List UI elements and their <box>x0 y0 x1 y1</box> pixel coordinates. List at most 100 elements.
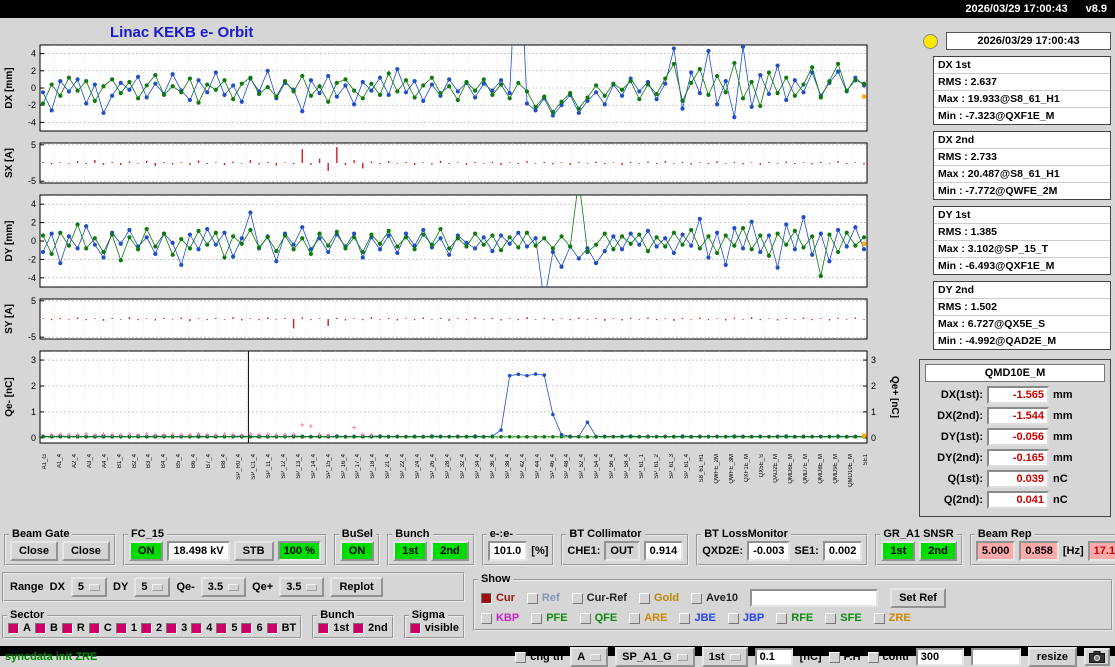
show-cur-checkbox[interactable]: Cur <box>480 592 515 604</box>
fc15-on-button[interactable]: ON <box>128 541 164 561</box>
checkbox-icon <box>515 651 527 663</box>
screenshot-button[interactable] <box>1084 648 1110 666</box>
checkbox-icon <box>825 612 837 624</box>
beam-rep-v2-field: 0.858 <box>1019 541 1059 561</box>
show-pfe-checkbox[interactable]: PFE <box>531 612 568 624</box>
chart-sx: 5 -5 SX [A] <box>4 141 868 185</box>
sector-select[interactable]: A <box>570 647 609 667</box>
x-axis-label: QWFE_2M <box>713 454 720 484</box>
show-ave10-checkbox[interactable]: Ave10 <box>691 592 738 604</box>
ee-ratio-unit: [%] <box>531 545 549 557</box>
bunch-select-group: Bunch 1st 2nd <box>312 609 394 639</box>
stat-title: DY 2nd <box>934 282 1110 299</box>
checkbox-icon <box>480 592 492 604</box>
range-qem-label: Qe- <box>176 581 195 593</box>
show-jbp-checkbox[interactable]: JBP <box>727 612 764 624</box>
qmd-unit: mm <box>1053 410 1073 422</box>
resize-button[interactable]: resize <box>1027 647 1077 667</box>
x-axis-label: SP_18_4 <box>370 454 377 479</box>
option-indicator-icon <box>152 583 164 591</box>
show-are-checkbox[interactable]: ARE <box>629 612 667 624</box>
stat-max: Max : 6.727@QX5E_S <box>934 316 1110 333</box>
sector-checkbox-a[interactable]: A <box>8 622 31 634</box>
x-axis-label: B7_4 <box>206 454 213 469</box>
range-dx-select[interactable]: 5 <box>70 577 108 597</box>
stat-rms: RMS : 1.385 <box>934 224 1110 241</box>
show-qfe-checkbox[interactable]: QFE <box>579 612 617 624</box>
x-axis-label: SP_17_4 <box>355 454 362 479</box>
qmd-value: 0.039 <box>987 470 1049 488</box>
show-rfe-checkbox[interactable]: RFE <box>776 612 813 624</box>
sector-checkbox-3[interactable]: 3 <box>166 622 187 634</box>
sector-checkbox-1[interactable]: 1 <box>115 622 137 634</box>
beam-gate-close-1-button[interactable]: Close <box>10 541 58 561</box>
checkbox-icon <box>166 622 178 634</box>
qmd-value: -1.565 <box>987 386 1049 404</box>
sector-checkbox-b[interactable]: B <box>34 622 58 634</box>
stat-min: Min : -7.772@QWFE_2M <box>938 185 1058 197</box>
x-axis-label: SP_24_4 <box>415 454 422 479</box>
stat-rms: RMS : 1.502 <box>934 299 1110 316</box>
bunch-2nd-button[interactable]: 2nd <box>431 541 469 561</box>
replot-button[interactable]: Replot <box>330 577 383 597</box>
monitor-select[interactable]: SP_A1_G <box>615 647 695 667</box>
beam-gate-close-2-button[interactable]: Close <box>61 541 110 561</box>
x-axis-label: A1_4 <box>56 454 63 469</box>
gr-a1-1st-button[interactable]: 1st <box>881 541 916 561</box>
beam-rep-v1-field: 5.000 <box>975 541 1016 561</box>
show-jbe-checkbox[interactable]: JBE <box>679 612 716 624</box>
fc15-stb-button[interactable]: STB <box>233 541 274 561</box>
show-ref-checkbox[interactable]: Ref <box>526 592 560 604</box>
x-axis-label: QX5E_S <box>758 454 765 478</box>
show-cur-ref-checkbox[interactable]: Cur-Ref <box>571 592 627 604</box>
bunch-1st-checkbox[interactable]: 1st <box>318 622 349 634</box>
range-qem-select[interactable]: 3.5 <box>200 577 247 597</box>
bt-lossmonitor-group: BT LossMonitor QXD2E: -0.003 SE1: 0.002 <box>696 528 869 566</box>
sector-checkbox-2[interactable]: 2 <box>140 622 162 634</box>
range-dy-select[interactable]: 5 <box>134 577 171 597</box>
stat-box-dy-1st: DY 1st RMS : 1.385 Max : 3.102@SP_15_T M… <box>933 206 1111 275</box>
x-axis-label: SP_R0_4 <box>236 454 243 480</box>
busel-on-button[interactable]: ON <box>339 541 375 561</box>
x-axis-label: SP_54_4 <box>594 454 601 479</box>
gr-a1-2nd-button[interactable]: 2nd <box>919 541 957 561</box>
sector-checkbox-r[interactable]: R <box>61 622 85 634</box>
bunch-select[interactable]: 1st <box>701 647 748 667</box>
interval-input[interactable] <box>915 648 964 666</box>
ph-checkbox[interactable]: P.H <box>828 651 861 663</box>
sigma-visible-checkbox[interactable]: visible <box>409 622 459 634</box>
checkbox-icon <box>216 622 228 634</box>
range-dy-label: DY <box>113 581 129 593</box>
x-axis-label: SP_13_4 <box>295 454 302 479</box>
checkbox-icon <box>191 622 203 634</box>
ref-file-input[interactable] <box>750 589 879 607</box>
conti-checkbox[interactable]: conti <box>867 651 909 663</box>
qmd-unit: mm <box>1053 389 1073 401</box>
bunch-2nd-checkbox[interactable]: 2nd <box>353 622 388 634</box>
range-qep-select[interactable]: 3.5 <box>279 577 325 597</box>
bunch-1st-button[interactable]: 1st <box>393 541 428 561</box>
chg-th-checkbox[interactable]: chg th <box>515 651 563 663</box>
x-axis-label: SP_22_4 <box>400 454 407 479</box>
show-kbp-checkbox[interactable]: KBP <box>480 612 519 624</box>
threshold-input[interactable] <box>754 648 793 666</box>
sector-checkbox-bt[interactable]: BT <box>266 622 296 634</box>
spare-input[interactable] <box>970 648 1021 666</box>
qmd-value: -0.165 <box>987 449 1049 467</box>
camera-icon <box>1089 651 1105 663</box>
svg-text:SX [A]: SX [A] <box>4 148 15 178</box>
sector-checkbox-6[interactable]: 6 <box>241 622 263 634</box>
beam-rep-v3-field: 17.167 <box>1087 541 1115 561</box>
x-axis-label: B5_4 <box>176 454 183 469</box>
sector-checkbox-4[interactable]: 4 <box>191 622 212 634</box>
sector-checkbox-c[interactable]: C <box>88 622 112 634</box>
checkbox-icon <box>8 622 19 634</box>
x-axis-label: SP_48_4 <box>564 454 571 479</box>
show-gold-checkbox[interactable]: Gold <box>638 592 679 604</box>
x-axis-label: SE1 <box>863 454 869 466</box>
qmd-unit: nC <box>1053 473 1068 485</box>
show-zre-checkbox[interactable]: ZRE <box>873 612 911 624</box>
sector-checkbox-5[interactable]: 5 <box>216 622 237 634</box>
show-sfe-checkbox[interactable]: SFE <box>825 612 862 624</box>
set-ref-button[interactable]: Set Ref <box>890 588 946 608</box>
